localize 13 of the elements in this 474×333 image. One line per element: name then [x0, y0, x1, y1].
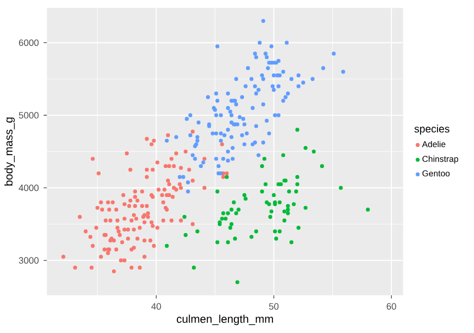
x-tick-label: 60	[386, 303, 396, 310]
y-axis-title: body_mass_g	[4, 118, 15, 186]
legend-title: species	[414, 124, 450, 135]
legend-label: Chinstrap	[422, 156, 458, 164]
x-tick-label: 50	[269, 303, 279, 310]
y-tick-label: 4000	[18, 184, 39, 192]
legend-label: Adelie	[422, 141, 446, 148]
legend-label: Gentoo	[422, 170, 450, 177]
x-axis-title: culmen_length_mm	[176, 314, 273, 326]
y-tick-label: 6000	[19, 40, 39, 46]
x-tick-label: 40	[151, 303, 161, 310]
y-tick-label: 3000	[18, 257, 39, 264]
y-tick-label: 5000	[18, 112, 39, 119]
